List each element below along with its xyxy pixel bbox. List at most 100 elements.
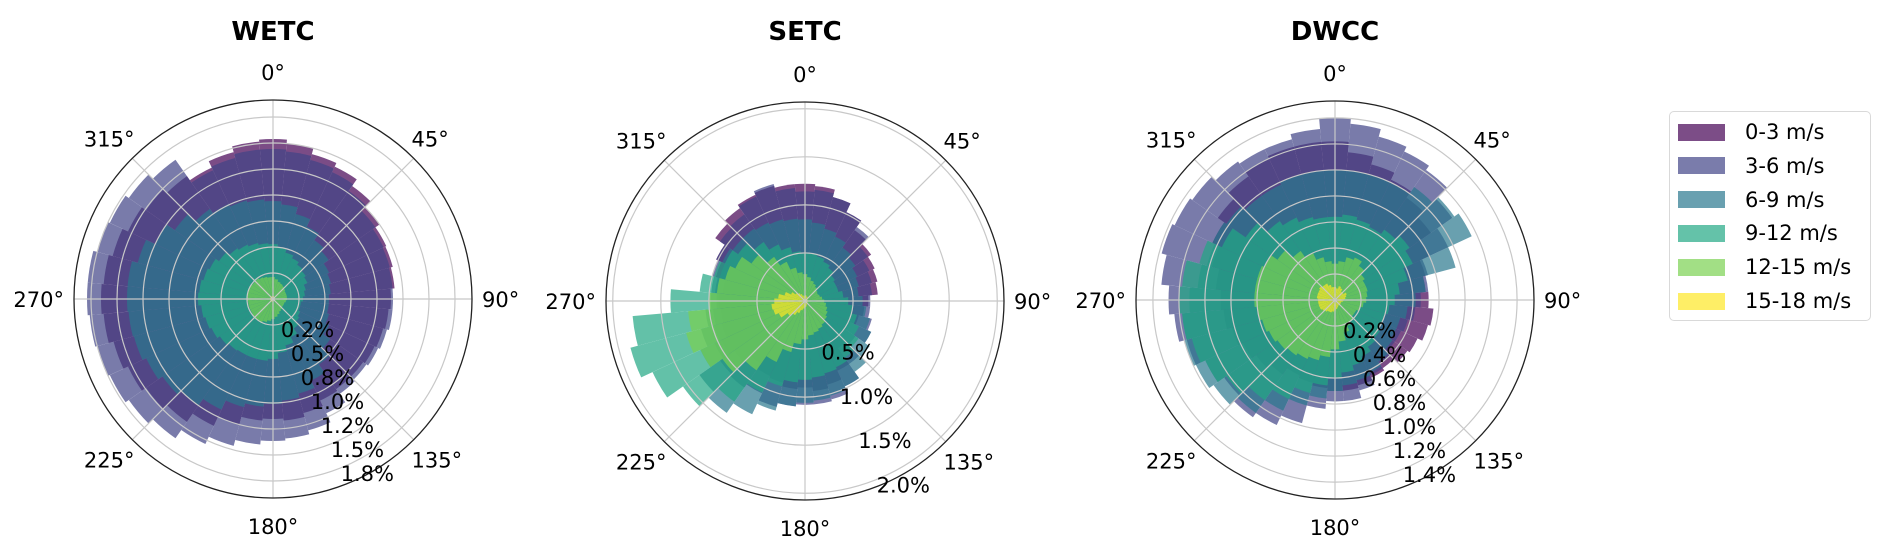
sector-bar — [805, 292, 819, 301]
sector-bar — [722, 301, 805, 373]
sector-bar — [1335, 286, 1342, 300]
sector-bar — [1331, 287, 1335, 300]
sector-bar — [1318, 300, 1335, 308]
sector-bar — [1335, 300, 1350, 333]
sector-bar — [1335, 300, 1339, 308]
direction-tick-label: 135° — [1474, 450, 1525, 474]
direction-tick-label: 0° — [1323, 62, 1347, 86]
legend: 0-3 m/s 3-6 m/s 6-9 m/s 9-12 m/s 12-15 m/s 15… — [1669, 111, 1871, 321]
radial-tick-label: 1.8% — [341, 462, 394, 486]
direction-tick-label: 135° — [412, 449, 463, 473]
direction-tick-label: 90° — [1544, 289, 1581, 313]
legend-item: 6-9 m/s — [1678, 188, 1824, 212]
grid-spoke — [1193, 158, 1336, 301]
sector-bar — [258, 299, 273, 323]
sector-bar — [735, 256, 805, 301]
sector-bar — [1316, 295, 1335, 300]
grid-spoke — [663, 159, 806, 302]
grid-spoke — [1334, 299, 1477, 442]
sector-bar — [797, 272, 805, 301]
sector-bar — [773, 301, 805, 315]
sector-bar — [778, 294, 805, 301]
sector-bar — [700, 301, 805, 368]
radial-tick-label: 1.4% — [1403, 463, 1456, 487]
polar-frame — [1135, 100, 1535, 500]
sector-bar — [263, 276, 273, 299]
sector-bar — [249, 284, 273, 299]
radial-tick-label: 1.5% — [331, 438, 384, 462]
direction-tick-label: 315° — [84, 128, 135, 152]
sector-bar — [1317, 292, 1335, 300]
sector-bar — [1335, 292, 1347, 300]
grid-spoke — [131, 298, 274, 441]
sector-bar — [273, 299, 282, 312]
sector-bar — [793, 301, 805, 345]
direction-tick-label: 90° — [1014, 290, 1051, 314]
legend-label: 15-18 m/s — [1745, 289, 1852, 313]
sector-bar — [273, 299, 286, 303]
windrose-dwcc: DWCC 0° 45° 90° 135° 180° 225° 270° 315° 0.2%0.4%… — [1075, 17, 1581, 540]
radial-tick-label: 0.5% — [821, 340, 874, 364]
sector-bar — [805, 296, 823, 301]
legend-swatch — [1678, 224, 1725, 242]
sector-bar — [273, 283, 283, 299]
grid — [74, 100, 472, 498]
radial-tick-label: 1.2% — [1393, 439, 1446, 463]
sector-bar — [751, 254, 805, 301]
direction-tick-label: 225° — [1146, 450, 1197, 474]
radial-tick-label: 1.2% — [321, 414, 374, 438]
direction-tick-label: 45° — [944, 130, 981, 154]
sector-bar — [766, 256, 805, 301]
sector-bar — [262, 299, 273, 323]
sector-bar — [805, 301, 814, 336]
direction-tick-label: 315° — [616, 130, 667, 154]
grid — [1136, 101, 1534, 499]
sector-bar — [1319, 300, 1335, 310]
sector-bar — [778, 301, 805, 318]
polar-frame — [73, 99, 473, 499]
sector-bar — [273, 299, 278, 317]
radial-tick-label: 0.8% — [301, 366, 354, 390]
sector-bar — [805, 280, 814, 301]
sector-bar — [805, 301, 827, 307]
windrose-wetc: WETC 0° 45° 90° 135° 180° 225° 270° 315° 0.2%0.5%… — [13, 17, 519, 539]
sector-bar — [800, 301, 805, 311]
sector-bar — [247, 288, 273, 299]
radial-tick-label: 0.2% — [281, 318, 334, 342]
sector-bar — [1262, 300, 1335, 332]
legend-item: 0-3 m/s — [1678, 120, 1824, 144]
sector-bar — [1320, 300, 1335, 358]
sector-bar — [1335, 300, 1342, 303]
sector-bar — [247, 292, 273, 299]
direction-tick-label: 135° — [944, 451, 995, 475]
direction-tick-label: 315° — [1146, 129, 1197, 153]
sector-bar — [725, 266, 805, 301]
legend-item: 3-6 m/s — [1678, 154, 1824, 178]
sector-bar — [1254, 279, 1335, 300]
direction-tick-label: 45° — [1474, 129, 1511, 153]
sector-bar — [1335, 300, 1352, 326]
radial-tick-label: 0.2% — [1343, 319, 1396, 343]
legend-swatch — [1678, 292, 1725, 310]
grid-spoke — [131, 157, 274, 300]
grid-spoke — [1334, 158, 1477, 301]
sector-bar — [805, 277, 812, 301]
grid-spoke — [804, 300, 947, 443]
bin-12-15-m-s — [686, 254, 828, 373]
direction-tick-label: 90° — [482, 288, 519, 312]
legend-item: 12-15 m/s — [1678, 255, 1851, 279]
sector-bar — [1335, 295, 1347, 300]
sector-bar — [791, 292, 805, 301]
sector-bar — [1329, 300, 1335, 313]
polar-frame — [605, 101, 1005, 501]
sector-bar — [790, 267, 805, 301]
sector-bar — [273, 299, 280, 315]
direction-tick-label: 180° — [1310, 516, 1361, 540]
sector-bar — [805, 301, 819, 333]
grid-spoke — [663, 300, 806, 443]
sector-bar — [248, 299, 273, 306]
sector-bar — [273, 290, 286, 299]
sector-bar — [1318, 300, 1335, 305]
sector-bar — [273, 279, 279, 299]
